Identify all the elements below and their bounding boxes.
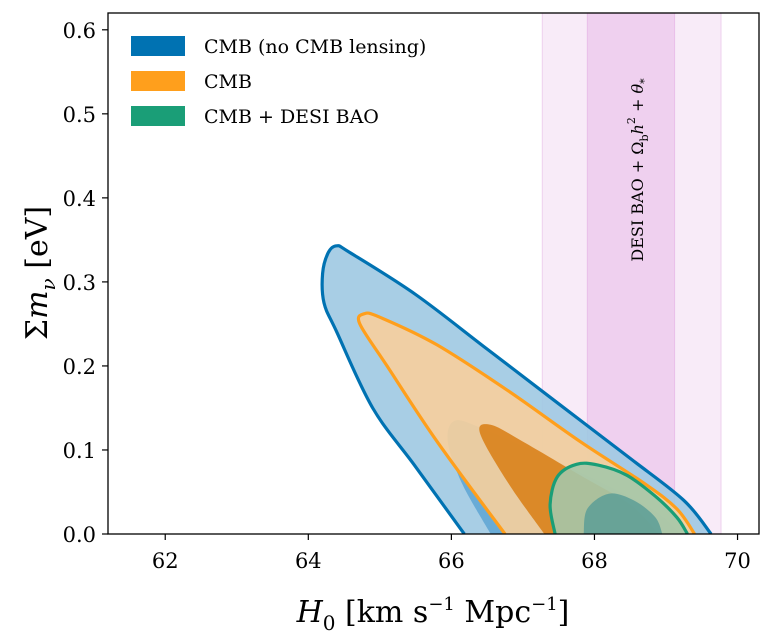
legend-label: CMB (no CMB lensing)	[204, 36, 426, 58]
x-tick-label: 68	[581, 549, 608, 573]
plot-area	[320, 13, 722, 534]
y-tick-label: 0.3	[63, 271, 96, 295]
x-tick-label: 66	[438, 549, 465, 573]
y-tick-label: 0.2	[63, 355, 96, 379]
contour-edge-cmb	[356, 311, 696, 534]
y-tick-label: 0.6	[63, 19, 96, 43]
legend-label: CMB + DESI BAO	[204, 106, 379, 128]
x-axis-title: H0 [km s−1 Mpc−1]	[296, 594, 570, 635]
legend-swatch	[131, 36, 185, 56]
y-tick-label: 0.5	[63, 103, 96, 127]
legend: CMB (no CMB lensing) CMB CMB + DESI BAO	[131, 36, 426, 128]
y-tick-label: 0.1	[63, 439, 96, 463]
y-tick-label: 0.0	[63, 523, 96, 547]
legend-swatch	[131, 71, 185, 91]
axis-ticks: 62 64 66 68 70 0.0 0.1 0.2 0.3 0.4 0.5 0.6	[63, 19, 751, 573]
y-axis-title: Σmν [eV]	[20, 206, 60, 340]
x-tick-label: 62	[152, 549, 179, 573]
x-tick-label: 64	[295, 549, 322, 573]
band-label: DESI BAO + Ωbh2 + θ*	[625, 78, 651, 262]
contour-68-cmb-desi-bao	[583, 493, 663, 534]
contour-edge-cmb-no-lensing	[320, 244, 713, 534]
plot-frame	[107, 12, 760, 535]
legend-swatch	[131, 106, 185, 126]
y-tick-label: 0.4	[63, 187, 96, 211]
x-tick-label: 70	[724, 549, 751, 573]
legend-label: CMB	[204, 71, 252, 93]
contour-edge-cmb-desi-bao	[548, 461, 689, 534]
